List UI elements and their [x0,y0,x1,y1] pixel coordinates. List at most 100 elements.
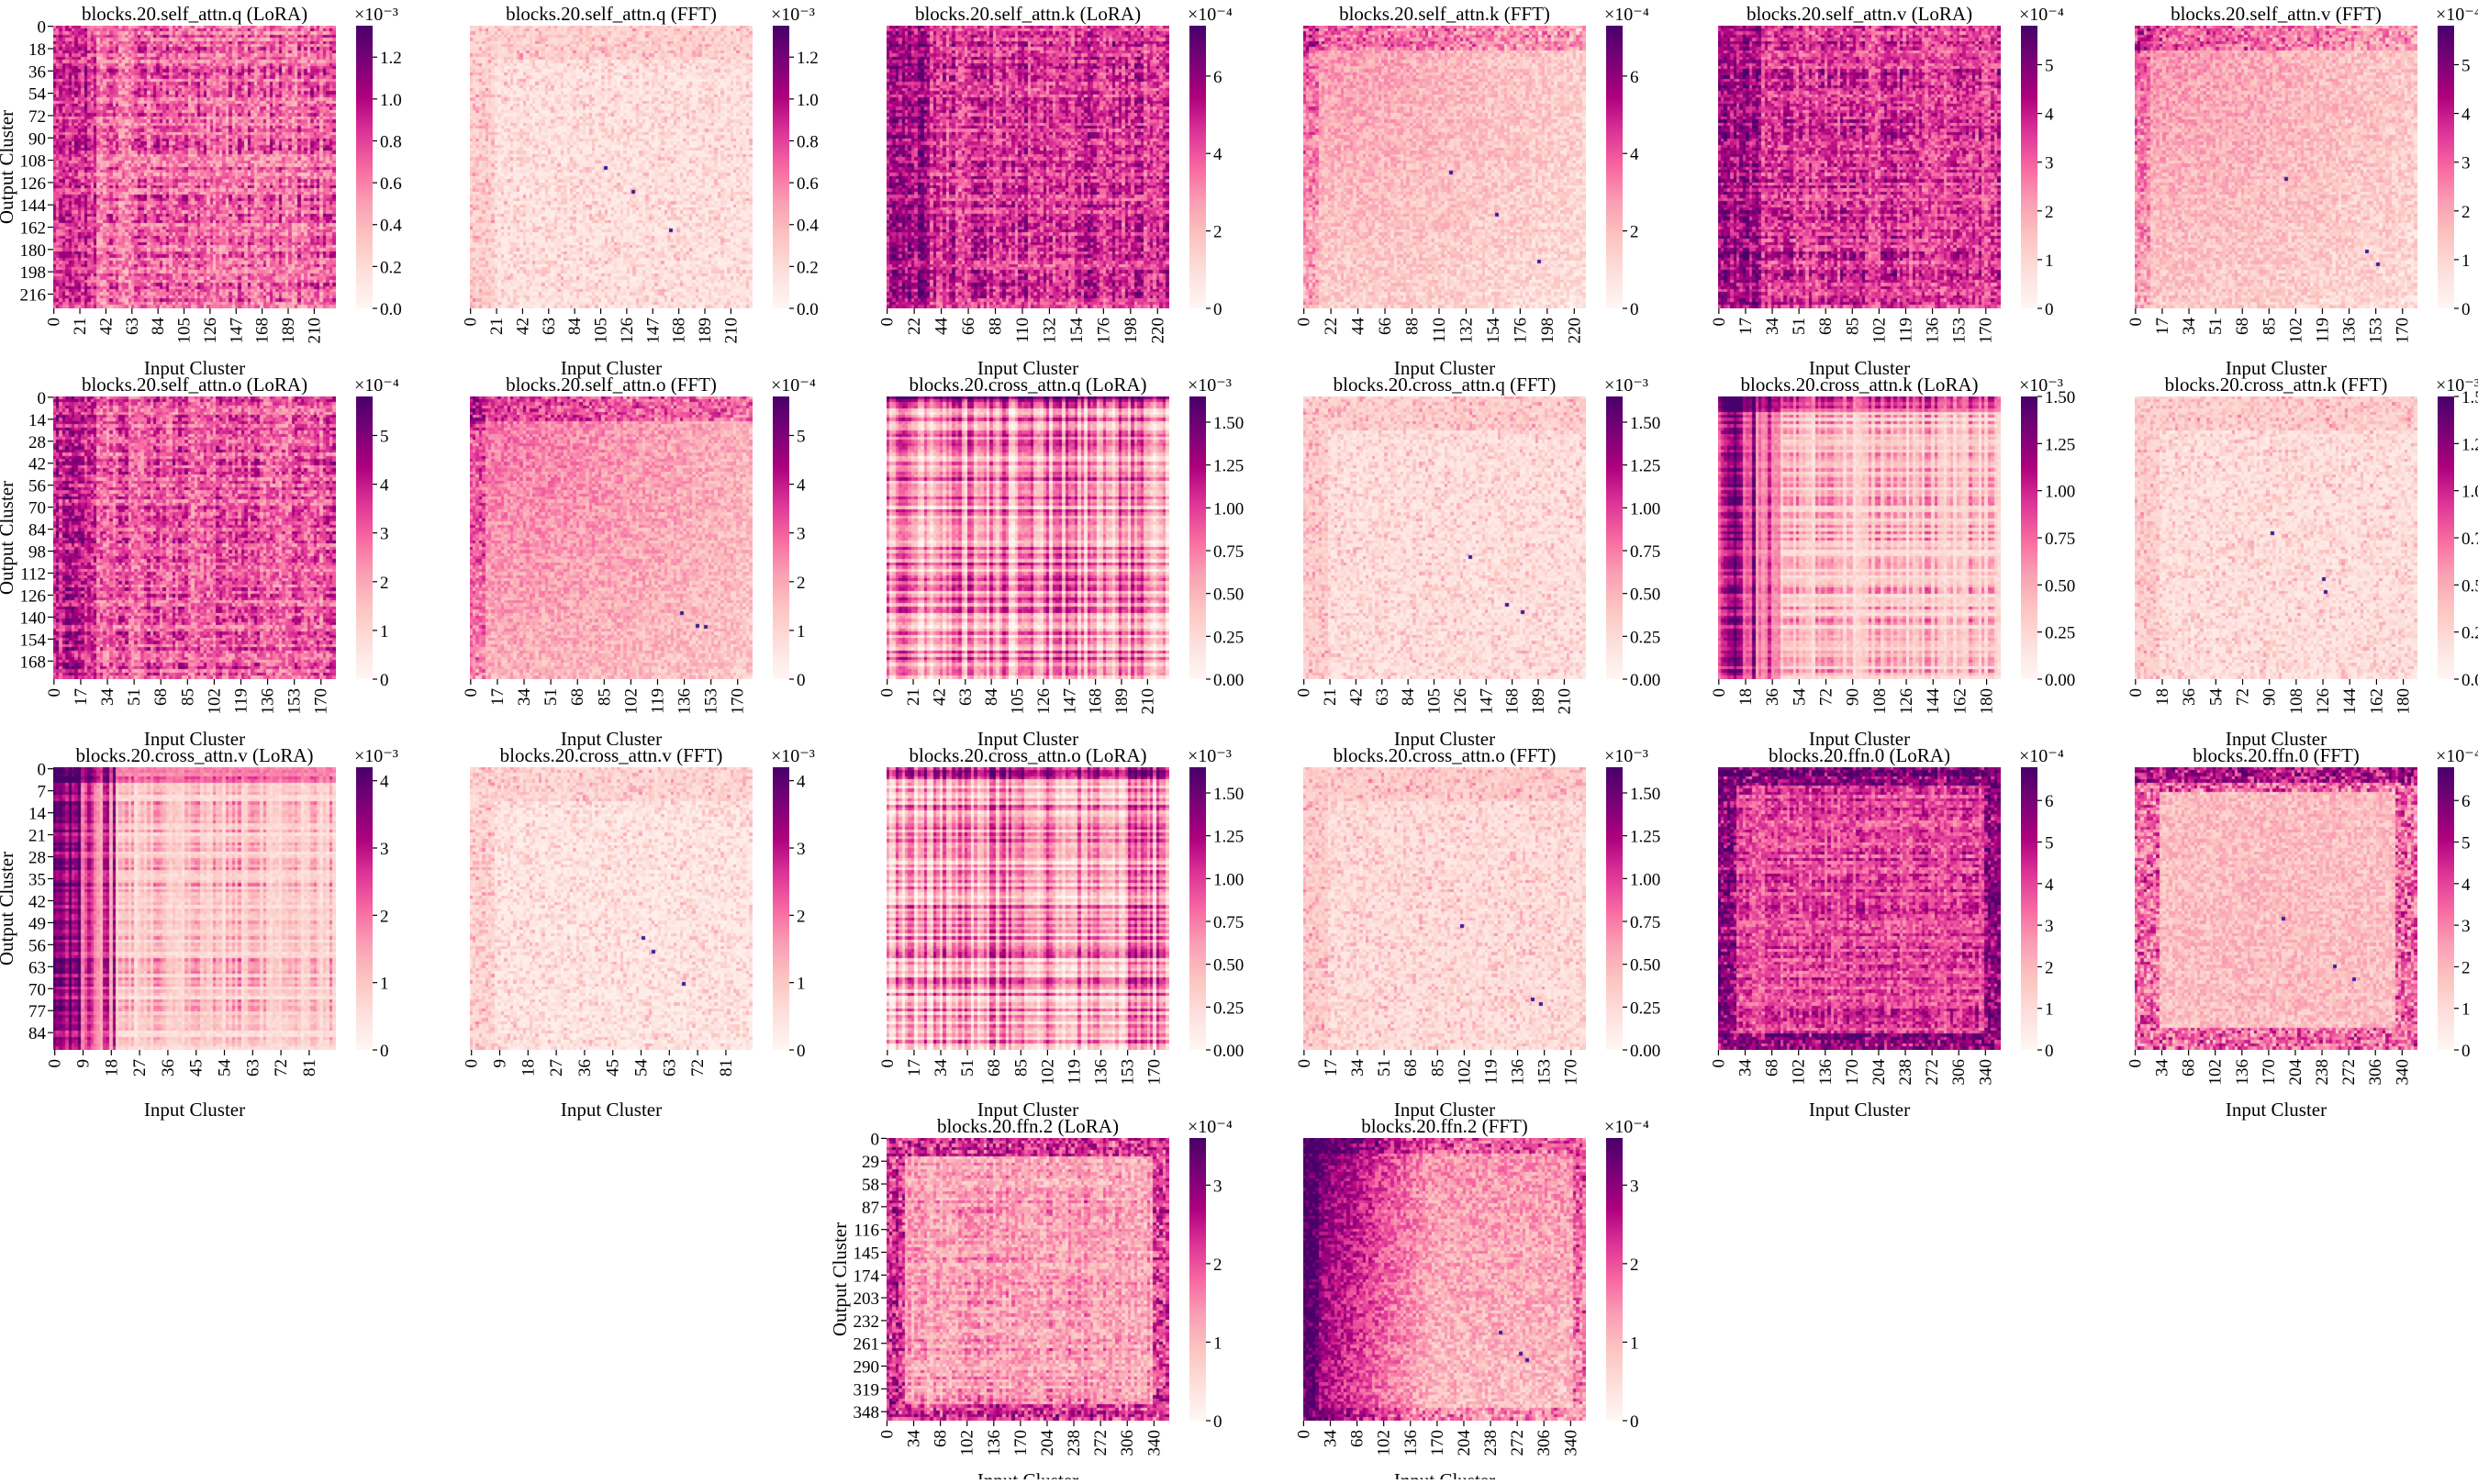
colorbar-exponent: ×10⁻⁴ [771,375,816,396]
x-tick-label: 68 [2233,318,2252,335]
x-tick-label: 119 [1896,318,1915,343]
colorbar-tick-label: 5 [2461,834,2471,854]
x-tick-label: 44 [932,318,952,336]
y-tick-label: 21 [28,827,46,846]
y-axis-label: Output Cluster [0,852,17,965]
heatmap-cells [887,767,1169,1050]
colorbar-tick-label: 0 [1213,1412,1222,1432]
x-tick-label: 68 [568,688,587,706]
x-tick-label: 85 [1843,318,1862,335]
x-tick-label: 147 [1477,688,1496,715]
colorbar [1189,396,1206,679]
colorbar-tick-label: 0.75 [2045,530,2075,549]
colorbar-tick-label: 1.50 [1213,785,1244,804]
colorbar-tick-label: 4 [2461,106,2471,125]
colorbar-tick-label: 3 [2461,917,2471,936]
x-tick-label: 34 [1348,1059,1367,1077]
colorbar-tick-label: 1.0 [797,91,819,110]
x-tick-label: 170 [312,688,331,715]
y-tick-label: 216 [20,285,47,305]
x-tick-label: 44 [1349,318,1368,336]
heatmap-cells [2135,26,2417,308]
y-axis-label: Output Cluster [829,1222,851,1336]
heatmap-cells [53,767,336,1050]
colorbar-tick-label: 0 [1630,300,1639,319]
x-tick-label: 168 [1087,688,1106,715]
x-axis-label: Input Cluster [144,728,245,750]
x-tick-label: 136 [1816,1059,1836,1086]
x-tick-label: 85 [2260,318,2279,335]
colorbar-tick-label: 2 [1630,223,1639,242]
x-tick-label: 0 [2126,688,2146,697]
y-axis-label: Output Cluster [0,481,17,595]
x-tick-label: 68 [1401,1059,1421,1077]
x-tick-label: 340 [1144,1430,1164,1456]
colorbar-tick-label: 0 [797,671,806,690]
x-tick-label: 0 [2126,1059,2145,1068]
colorbar-tick-label: 0 [2045,300,2054,319]
x-tick-label: 0 [463,1059,482,1068]
x-tick-label: 102 [205,688,224,715]
x-tick-label: 68 [932,1430,951,1447]
heatmap-cells [887,396,1169,679]
y-tick-label: 14 [28,411,47,430]
colorbar [2021,396,2037,679]
x-tick-label: 102 [1790,1059,1809,1086]
colorbar [1606,1138,1623,1421]
colorbar-tick-label: 0.2 [797,258,819,277]
colorbar-tick-label: 0 [2045,1042,2054,1061]
x-tick-label: 17 [488,688,508,706]
x-tick-label: 84 [565,318,585,336]
y-tick-label: 70 [28,499,46,519]
y-tick-label: 18 [28,40,46,60]
colorbar [2438,396,2454,679]
colorbar-tick-label: 0.8 [797,132,819,151]
x-tick-label: 68 [1763,1059,1782,1077]
colorbar-tick-label: 1.50 [1630,785,1660,804]
x-tick-label: 90 [1844,688,1863,706]
colorbar-tick-label: 5 [2461,56,2471,75]
x-tick-label: 68 [985,1059,1004,1077]
x-tick-label: 34 [932,1059,951,1077]
colorbar-tick-label: 3 [2045,154,2054,173]
heatmap-cells [887,26,1169,308]
colorbar-tick-label: 5 [2045,56,2054,75]
x-tick-label: 85 [178,688,197,706]
y-tick-label: 0 [38,18,47,38]
colorbar [2438,767,2454,1050]
x-tick-label: 108 [1870,688,1890,715]
x-tick-label: 176 [1094,318,1113,344]
colorbar-tick-label: 6 [1630,68,1639,87]
x-tick-label: 54 [216,1059,235,1077]
colorbar-tick-label: 0.25 [1213,628,1244,647]
x-tick-label: 84 [982,688,1001,707]
colorbar-exponent: ×10⁻⁴ [1604,5,1649,25]
x-tick-label: 105 [592,318,611,344]
x-tick-label: 0 [1295,688,1314,697]
colorbar [1189,1138,1206,1421]
colorbar [356,767,373,1050]
colorbar-tick-label: 0.75 [1630,542,1660,562]
x-tick-label: 68 [1348,1430,1367,1447]
x-tick-label: 272 [1091,1430,1111,1456]
x-axis-label: Input Cluster [1809,1099,1910,1121]
x-tick-label: 168 [253,318,273,344]
panel-title: blocks.20.cross_attn.v (FFT) [500,744,723,766]
x-tick-label: 306 [2366,1059,2385,1086]
x-tick-label: 162 [1950,688,1970,715]
heatmap-panel: blocks.20.cross_attn.q (LoRA) 0 21 42 63 84 10… [878,374,1245,750]
colorbar-tick-label: 2 [380,574,389,593]
x-axis-label: Input Cluster [1809,728,1910,750]
heatmap-cells [2135,767,2417,1050]
colorbar-tick-label: 2 [1213,1255,1222,1275]
x-tick-label: 220 [1148,318,1167,344]
x-tick-label: 34 [515,688,534,707]
colorbar-tick-label: 1.00 [1630,870,1660,889]
colorbar-tick-label: 4 [2461,876,2471,895]
x-tick-label: 0 [462,318,481,327]
panel-title: blocks.20.cross_attn.v (LoRA) [76,744,314,766]
colorbar-tick-label: 0.00 [1630,671,1660,690]
y-tick-label: 203 [854,1289,880,1309]
colorbar-tick-label: 6 [1213,68,1222,87]
heatmap-cells [470,26,753,308]
